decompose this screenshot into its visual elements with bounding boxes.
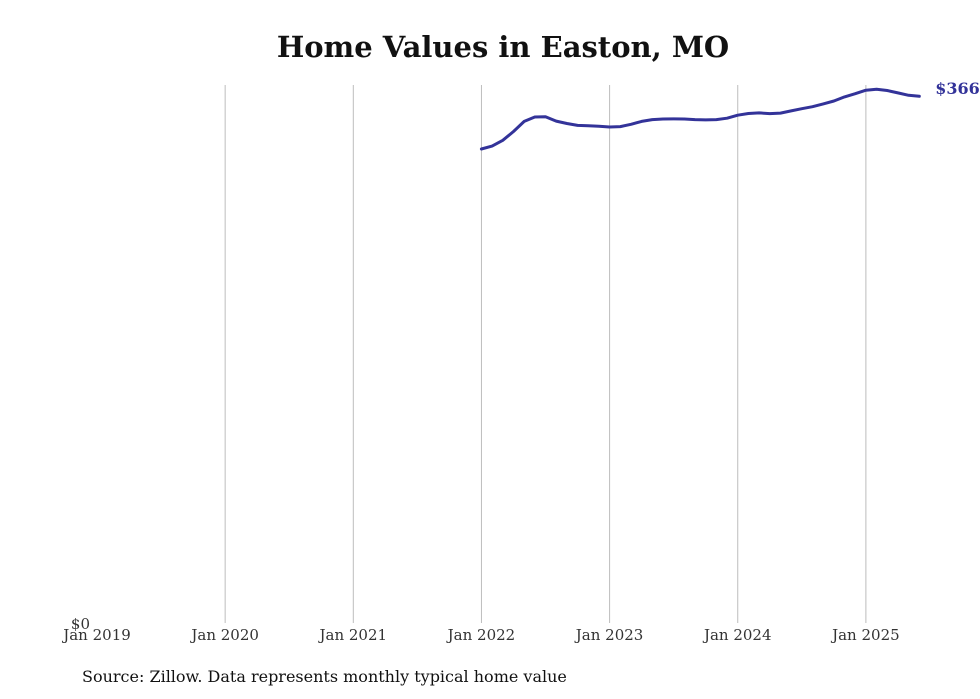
x-tick-label: Jan 2021 (318, 626, 388, 644)
y-tick-label: $0 (71, 615, 90, 633)
tick-label-layer: Jan 2019 Jan 2020 Jan 2021 Jan 2022 Jan 2023… (61, 79, 980, 644)
series-line-layer (479, 87, 921, 151)
source-note: Source: Zillow. Data represents monthly … (82, 667, 567, 686)
grid-lines (224, 85, 867, 623)
chart-title: Home Values in Easton, MO (276, 30, 730, 64)
series-line (479, 87, 921, 151)
x-tick-label: Jan 2024 (702, 626, 772, 644)
x-tick-label: Jan 2020 (189, 626, 259, 644)
x-tick-label: Jan 2023 (574, 626, 644, 644)
end-value-label: $366,715 (935, 79, 980, 98)
x-tick-label: Jan 2019 (61, 626, 131, 644)
x-tick-label: Jan 2022 (446, 626, 516, 644)
x-tick-label: Jan 2025 (830, 626, 900, 644)
